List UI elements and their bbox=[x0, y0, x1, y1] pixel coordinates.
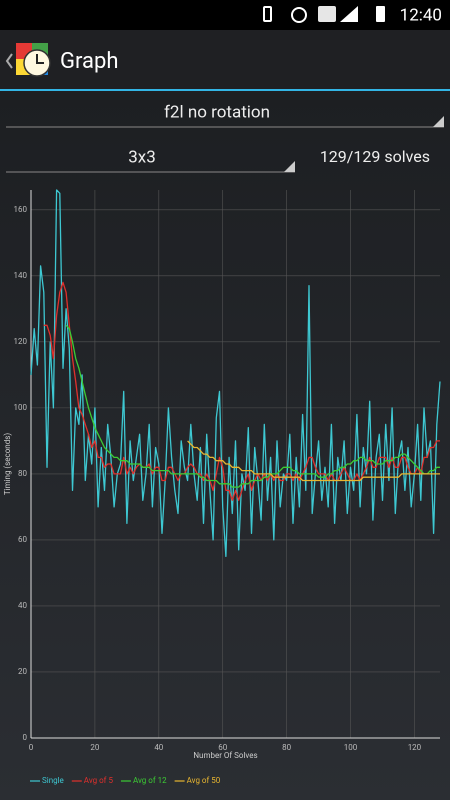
legend-label: Single bbox=[42, 776, 64, 785]
x-tick-label: 0 bbox=[29, 743, 34, 752]
x-tick-label: 120 bbox=[408, 743, 422, 752]
y-tick-label: 40 bbox=[18, 601, 27, 610]
x-tick-label: 20 bbox=[90, 743, 99, 752]
legend-label: Avg of 12 bbox=[133, 776, 167, 785]
series-line bbox=[43, 281, 440, 501]
x-tick-label: 60 bbox=[218, 743, 227, 752]
x-tick-label: 40 bbox=[154, 743, 163, 752]
x-axis-title: Number Of Solves bbox=[193, 751, 257, 760]
y-tick-label: 140 bbox=[14, 271, 28, 280]
y-tick-label: 60 bbox=[18, 535, 27, 544]
y-tick-label: 160 bbox=[14, 205, 28, 214]
legend-label: Avg of 5 bbox=[84, 776, 114, 785]
series-line bbox=[65, 324, 440, 488]
chart: 0 20 40 60 80 100 120 140 160 0 20 40 60 80 100 120 Numb… bbox=[3, 189, 441, 785]
status-icons bbox=[263, 6, 385, 23]
x-tick-label: 80 bbox=[282, 743, 291, 752]
y-tick-label: 20 bbox=[18, 667, 27, 676]
series-line bbox=[187, 440, 440, 482]
spinner-arrow bbox=[433, 116, 444, 127]
back-icon[interactable] bbox=[5, 53, 13, 69]
y-axis-title: Timing (seconds) bbox=[3, 433, 12, 495]
y-tick-label: 0 bbox=[23, 733, 28, 742]
series-line bbox=[30, 189, 441, 558]
y-tick-label: 120 bbox=[14, 337, 28, 346]
y-tick-label: 100 bbox=[14, 403, 28, 412]
status-bar bbox=[0, 0, 450, 30]
app-icon[interactable] bbox=[16, 43, 51, 77]
app-title: Graph bbox=[60, 49, 118, 74]
app-bar bbox=[0, 30, 450, 90]
y-tick-label: 80 bbox=[18, 469, 27, 478]
legend-label: Avg of 50 bbox=[187, 776, 221, 785]
app-bar-divider bbox=[0, 89, 450, 91]
solve-count: 129/129 solves bbox=[320, 147, 430, 166]
clock: 12:40 bbox=[400, 5, 442, 25]
x-tick-label: 100 bbox=[344, 743, 358, 752]
type-spinner[interactable]: 3x3 bbox=[128, 147, 156, 167]
spinner-arrow bbox=[284, 161, 295, 172]
category-spinner[interactable]: f2l no rotation bbox=[164, 102, 270, 122]
